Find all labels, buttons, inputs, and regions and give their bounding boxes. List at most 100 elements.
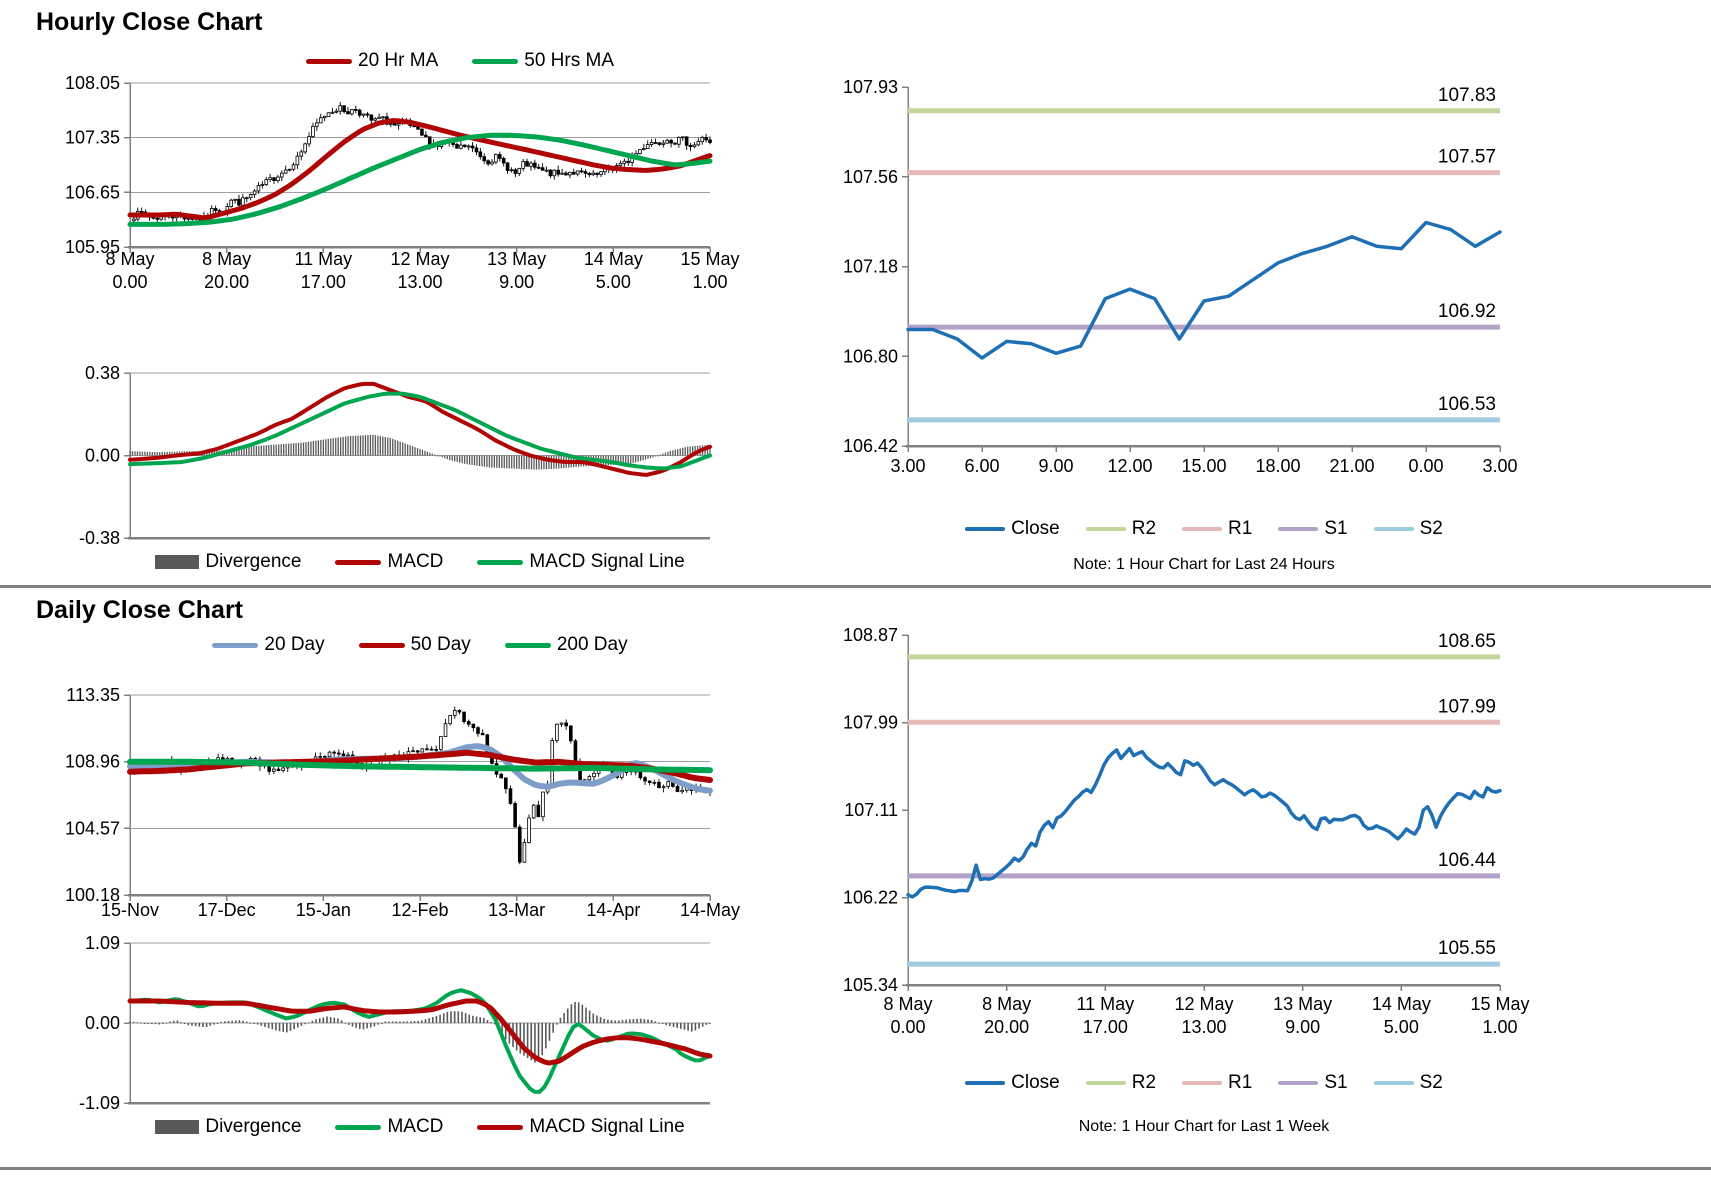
legend-label: 20 Hr MA [358,50,439,71]
legend-hourly-macd: Divergence MACD MACD Signal Line [130,551,710,573]
legend-item-20-hr-ma: 20 Hr MA [306,50,438,72]
x-axis-label: 13.00 [397,272,442,292]
legend-label: 200 Day [556,634,628,655]
daily_price-candles [132,706,712,865]
chart-daily_macd: 1.09 0.00 -1.09 [79,933,713,1113]
y-axis-label: 105.95 [65,237,120,257]
legend-label: MACD Signal Line [529,551,685,572]
series-line [127,998,713,1066]
pivot-value-label: 106.53 [1438,394,1496,415]
y-axis-label: 107.99 [843,713,898,733]
x-axis-label: 14-Apr [586,900,640,920]
legend-swatch-icon [477,559,524,565]
x-axis-label: 15-Nov [101,900,159,920]
legend-item-r1: R1 [1182,1072,1252,1094]
legend-swatch-icon [1182,1081,1223,1085]
legend-swatch-icon [306,58,352,64]
y-axis-label: 0.00 [85,446,120,466]
legend-label: 50 Hrs MA [524,50,614,71]
y-axis-label: 106.42 [843,436,898,456]
series-line [127,118,713,221]
legend-label: R2 [1131,1072,1157,1093]
legend-swatch-icon [965,527,1006,531]
legend-swatch-icon [504,642,551,648]
close-line [906,746,1502,899]
daily-pivot-note: Note: 1 Hour Chart for Last 1 Week [1078,1118,1330,1135]
series-line [127,749,713,783]
y-axis-label: 105.34 [843,975,898,995]
y-axis-label: 113.35 [66,685,120,705]
x-axis-label: 11 May [1076,994,1134,1014]
series-line [127,758,713,774]
x-axis-label: 9.00 [499,272,534,292]
legend-label: 20 Day [264,634,325,655]
y-axis-label: 107.93 [843,77,898,97]
legend-swatch-icon [1278,527,1319,531]
legend-label: R1 [1228,1072,1253,1093]
x-axis-label: 8 May [883,994,932,1014]
legend-item-s2: S2 [1373,1072,1443,1094]
legend-swatch-icon [1278,1081,1319,1085]
legend-item-divergence: Divergence [155,1116,301,1138]
x-axis-label: 6.00 [964,456,999,476]
x-axis-label: 0.00 [890,1017,925,1037]
x-axis-label: 15 May [1470,994,1529,1014]
pivot-value-label: 106.92 [1438,301,1496,322]
legend-swatch-icon [335,1124,382,1130]
bottom-divider [0,1167,1711,1170]
legend-item-macd-signal-line: MACD Signal Line [477,1116,685,1138]
y-axis-label: 106.65 [65,182,120,202]
pivot-value-label: 108.65 [1438,631,1496,652]
legend-item-r2: R2 [1085,1072,1157,1094]
section-divider [0,585,1711,588]
legend-item-s1: S1 [1278,518,1348,540]
legend-label: S1 [1324,518,1348,539]
x-axis-label: 17.00 [301,272,346,292]
y-axis-label: 108.05 [65,73,120,93]
legend-label: S2 [1419,518,1443,539]
legend-label: MACD [387,1116,444,1137]
legend-swatch-icon [1182,527,1223,531]
legend-label: S1 [1324,1072,1348,1093]
legend-daily-macd: Divergence MACD MACD Signal Line [130,1116,710,1138]
y-axis-label: 107.11 [844,800,898,820]
legend-label: 50 Day [410,634,471,655]
legend-swatch-icon [358,642,405,648]
series-line [128,381,712,477]
pivot-value-label: 107.83 [1438,85,1496,106]
legend-item-s2: S2 [1373,518,1443,540]
x-axis-label: 15-Jan [296,900,351,920]
pivot-value-label: 107.57 [1438,147,1496,168]
x-axis-label: 12-Feb [391,900,448,920]
y-axis-label: 108.87 [843,625,898,645]
legend-label: Divergence [205,1116,302,1137]
x-axis-label: 11 May [294,249,352,269]
legend-swatch-icon [1085,527,1126,531]
legend-swatch-icon [212,642,259,648]
x-axis-label: 17-Dec [198,900,256,920]
x-axis-label: 5.00 [596,272,631,292]
pivot-value-label: 107.99 [1438,696,1496,717]
legend-swatch-icon [1373,1081,1414,1085]
x-axis-label: 12 May [390,249,449,269]
x-axis-label: 3.00 [1482,456,1517,476]
x-axis-label: 1.00 [1482,1017,1517,1037]
x-axis-label: 15.00 [1181,456,1226,476]
legend-swatch-icon [155,555,200,569]
legend-label: Close [1011,1072,1060,1093]
y-axis-label: -0.38 [79,528,120,548]
x-axis-label: 14-May [680,900,740,920]
legend-swatch-icon [965,1081,1006,1085]
legend-label: Close [1011,518,1060,539]
hourly-pivot-note: Note: 1 Hour Chart for Last 24 Hours [1073,556,1335,573]
chart-hourly_macd: 0.38 0.00 -0.38 [79,363,712,548]
x-axis-label: 13 May [1273,994,1332,1014]
x-axis-label: 18.00 [1255,456,1300,476]
x-axis-label: 21.00 [1329,456,1374,476]
x-axis-label: 17.00 [1083,1017,1128,1037]
